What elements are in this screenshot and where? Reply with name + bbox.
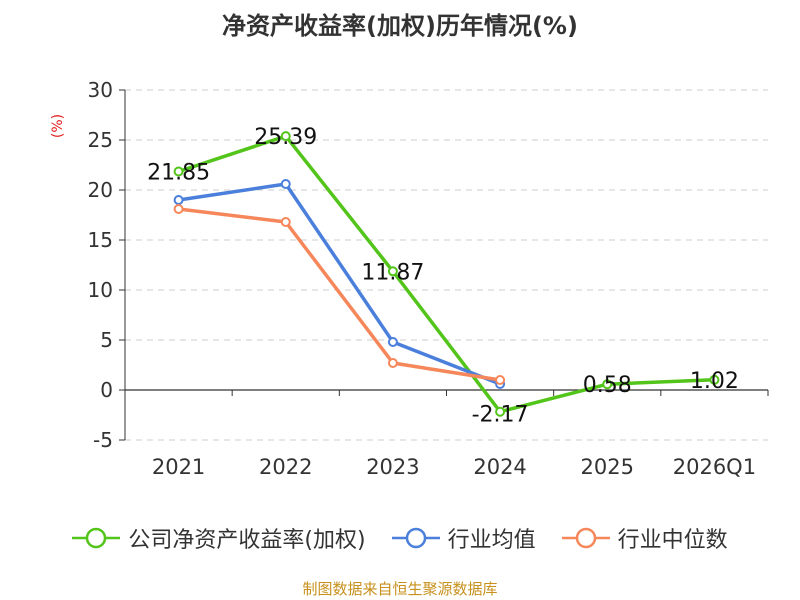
data-point-series-0	[709, 374, 720, 385]
series-line-1	[178, 182, 501, 386]
x-tick-label: 2026Q1	[673, 455, 756, 479]
data-point-series-0	[495, 406, 506, 417]
data-point-series-1	[173, 195, 184, 205]
series-lines	[173, 131, 720, 417]
data-point-series-0	[173, 166, 184, 177]
legend-label: 行业中位数	[617, 528, 728, 553]
legend-line-circle-icon	[72, 527, 121, 549]
y-tick-label: 0	[100, 378, 113, 402]
data-point-series-2	[387, 358, 398, 368]
x-tick-label: 2025	[581, 455, 634, 479]
data-label: -2.17	[472, 403, 529, 428]
x-tick-label: 2021	[152, 455, 205, 479]
y-tick-label: -5	[93, 428, 113, 452]
data-point-series-2	[173, 204, 184, 214]
x-tick-label: 2022	[259, 455, 312, 479]
legend-item-2[interactable]: 行业中位数	[561, 522, 728, 554]
chart-title: 净资产收益率(加权)历年情况(%)	[222, 12, 578, 40]
x-tick-label: 2024	[473, 455, 526, 479]
legend-label: 公司净资产收益率(加权)	[128, 528, 366, 553]
x-tick-label: 2023	[366, 455, 419, 479]
legend-item-0[interactable]: 公司净资产收益率(加权)	[72, 522, 366, 554]
series-line-0	[178, 134, 715, 414]
source-note: 制图数据来自恒生聚源数据库	[302, 580, 498, 598]
data-point-series-1	[280, 179, 291, 189]
y-tick-label: 5	[100, 328, 113, 352]
grid-lines	[125, 89, 768, 441]
data-label: 21.85	[147, 161, 210, 186]
data-point-series-2	[495, 375, 506, 385]
legend-item-1[interactable]: 行业均值	[391, 522, 536, 554]
data-label: 11.87	[361, 260, 424, 285]
y-tick-label: 15	[88, 228, 113, 252]
data-label: 25.39	[254, 125, 317, 150]
legend: 公司净资产收益率(加权) 行业均值 行业中位数	[0, 522, 800, 554]
y-tick-label: 25	[88, 128, 113, 152]
y-tick-label: 10	[88, 278, 113, 302]
y-tick-label: 20	[88, 178, 113, 202]
data-point-series-0	[602, 379, 613, 390]
legend-label: 行业均值	[447, 528, 536, 553]
data-label: 0.58	[583, 373, 632, 398]
y-tick-label: 30	[88, 78, 113, 102]
data-label: 1.02	[690, 369, 739, 394]
series-line-2	[178, 207, 501, 382]
data-point-series-0	[387, 266, 398, 277]
legend-line-circle-icon	[561, 527, 610, 549]
data-point-series-0	[280, 131, 291, 142]
data-point-series-2	[280, 217, 291, 227]
data-labels: 21.85 25.39 11.87 -2.17 0.58 1.02	[147, 125, 739, 428]
legend-line-circle-icon	[391, 527, 440, 549]
data-point-series-1	[387, 337, 398, 347]
